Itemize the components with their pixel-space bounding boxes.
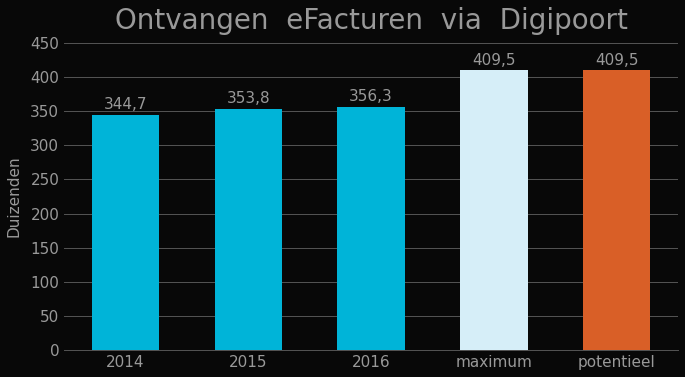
Bar (337, 107, 405, 350)
Y-axis label: Duizenden: Duizenden (7, 156, 22, 238)
Bar (92, 115, 160, 350)
Text: 344,7: 344,7 (104, 97, 147, 112)
Bar (214, 109, 282, 350)
Text: 409,5: 409,5 (595, 53, 638, 68)
Text: 353,8: 353,8 (227, 91, 270, 106)
Title: Ontvangen  eFacturen  via  Digipoort: Ontvangen eFacturen via Digipoort (114, 7, 627, 35)
Bar (583, 70, 651, 350)
Text: 409,5: 409,5 (472, 53, 516, 68)
Text: 356,3: 356,3 (349, 89, 393, 104)
Bar (460, 70, 527, 350)
